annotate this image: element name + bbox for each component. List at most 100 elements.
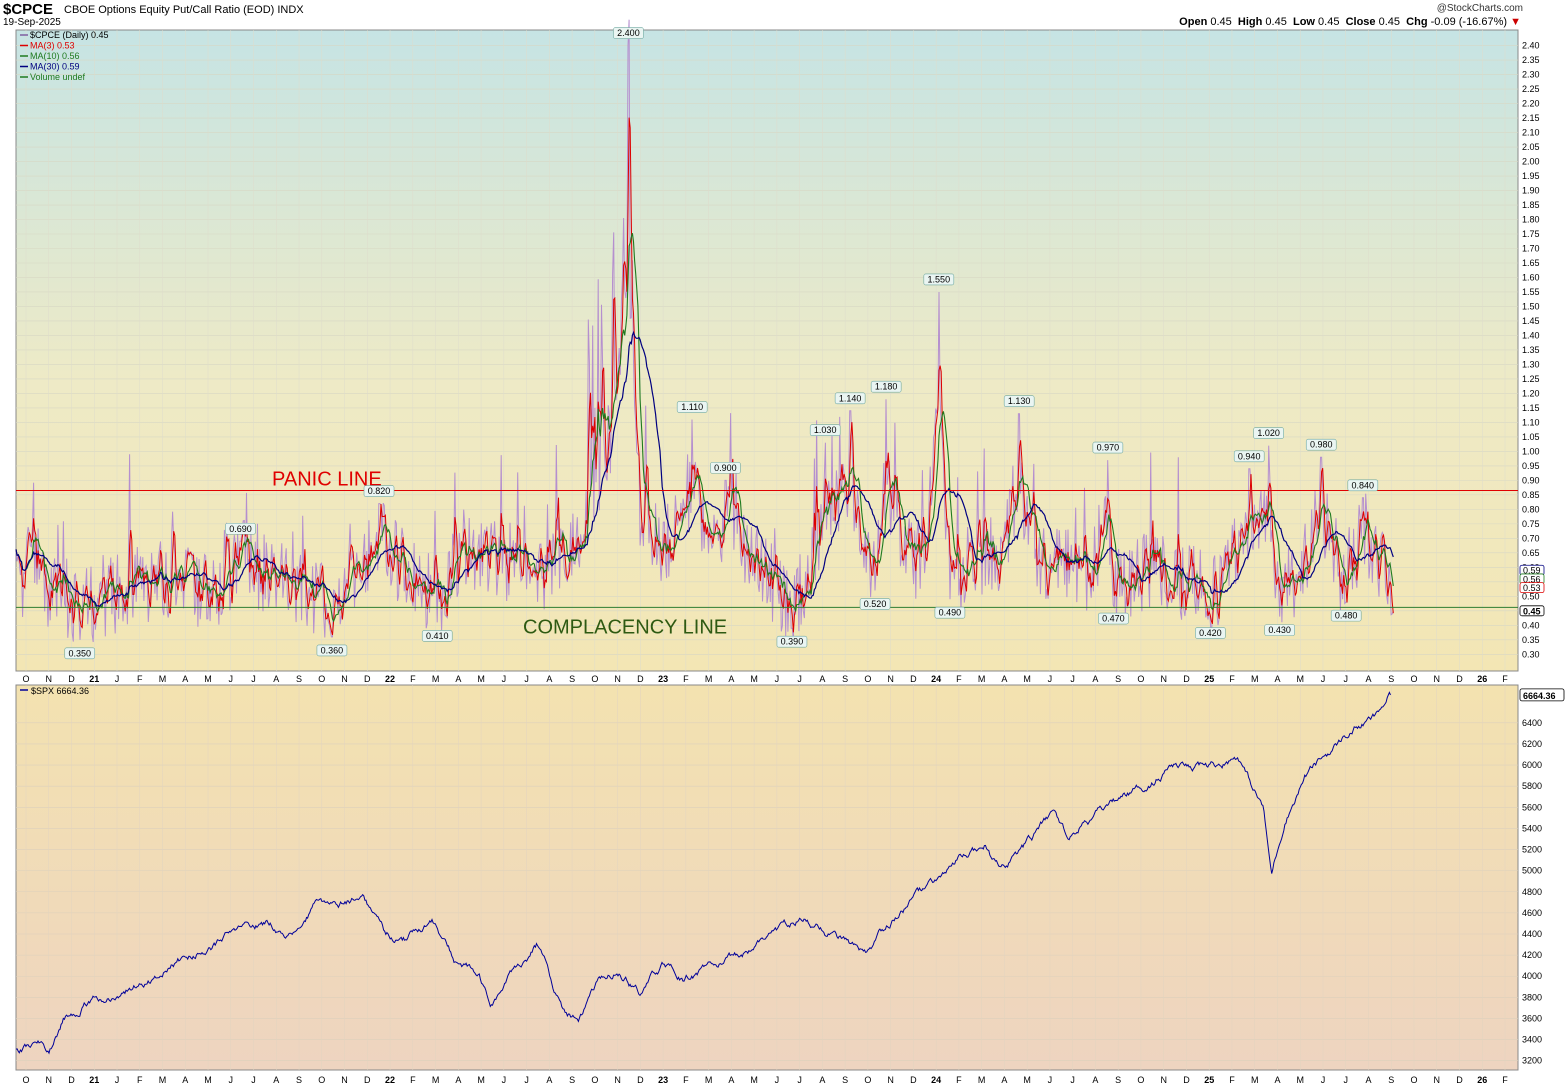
spx-x-tick-label: M xyxy=(1023,1075,1031,1085)
cpce-x-tick-label: D xyxy=(637,674,644,684)
cpce-y-tick-label: 0.95 xyxy=(1522,461,1540,471)
peak-label-box xyxy=(710,462,741,474)
spx-x-tick-label: M xyxy=(1251,1075,1259,1085)
spx-gridlines xyxy=(16,685,1518,1070)
spx-x-tick-label: N xyxy=(46,1075,53,1085)
spx-x-tick-label: F xyxy=(1229,1075,1235,1085)
cpce-x-tick-label: J xyxy=(1321,674,1326,684)
high-label: High xyxy=(1237,16,1263,28)
chg-label: Chg xyxy=(1406,16,1428,28)
peak-label: 0.410 xyxy=(421,630,453,642)
peak-label: 0.940 xyxy=(1233,450,1265,463)
peak-label-text: 0.490 xyxy=(939,608,962,618)
cpce-x-tick-label: A xyxy=(546,674,552,684)
cpce-value-tag xyxy=(1519,582,1545,594)
cpce-x-tick-label: J xyxy=(775,674,780,684)
spx-x-tick-label: M xyxy=(705,1075,713,1085)
peak-label-box xyxy=(834,392,866,405)
cpce-y-tick-label: 2.25 xyxy=(1522,84,1540,94)
peak-label-text: 0.840 xyxy=(1352,480,1375,490)
cpce-x-tick-label: F xyxy=(1229,674,1235,684)
peak-label-text: 1.110 xyxy=(681,402,703,412)
cpce-x-tick-label: 25 xyxy=(1204,674,1214,684)
peak-label: 0.360 xyxy=(316,644,348,657)
close-value: 0.45 xyxy=(1378,16,1401,28)
peak-label-box xyxy=(64,647,96,660)
spx-x-tick-label: A xyxy=(728,1075,734,1085)
spx-x-tick-label: F xyxy=(410,1075,416,1085)
cpce-y-tick-label: 0.65 xyxy=(1522,548,1540,558)
cpce-y-tick-label: 1.20 xyxy=(1522,388,1540,398)
open-value: 0.45 xyxy=(1210,16,1232,28)
spx-x-tick-label: D xyxy=(364,1075,371,1085)
cpce-y-tick-label: 2.15 xyxy=(1522,113,1540,123)
cpce-x-tick-label: J xyxy=(797,674,802,684)
peak-label: 1.550 xyxy=(923,273,955,286)
peak-label-box xyxy=(923,273,955,286)
cpce-x-tick-label: O xyxy=(864,674,871,684)
complacency-line-label: COMPLACENCY LINE xyxy=(523,616,727,638)
spx-x-tick-label: J xyxy=(1321,1075,1326,1085)
peak-label: 0.970 xyxy=(1092,441,1124,454)
peak-label-box xyxy=(934,606,966,619)
spx-x-tick-label: N xyxy=(1160,1075,1167,1085)
peak-label-box xyxy=(776,635,808,648)
peak-label-box xyxy=(1330,609,1362,622)
peak-label-text: 0.350 xyxy=(68,648,91,658)
cpce-x-tick-label: O xyxy=(318,674,325,684)
ohlc-readout: Open 0.45 High 0.45 Low 0.45 Close 0.45 … xyxy=(1179,16,1521,28)
high-value: 0.45 xyxy=(1265,16,1287,28)
cpce-x-tick-label: M xyxy=(978,674,986,684)
spx-x-tick-label: N xyxy=(341,1075,348,1085)
peak-label-text: 0.820 xyxy=(368,486,391,496)
spx-x-tick-label: O xyxy=(1137,1075,1144,1085)
cpce-x-tick-label: J xyxy=(229,674,234,684)
cpce-x-tick-label: A xyxy=(1092,674,1098,684)
peak-label-box xyxy=(1264,624,1295,636)
cpce-x-tick-label: N xyxy=(341,674,348,684)
spx-x-tick-label: D xyxy=(68,1075,75,1085)
peak-label-box xyxy=(1195,627,1226,639)
spx-y-tick-label: 4000 xyxy=(1522,971,1542,981)
spx-x-tick-label: M xyxy=(750,1075,758,1085)
cpce-y-tick-label: 2.05 xyxy=(1522,142,1540,152)
peak-label: 0.980 xyxy=(1305,438,1337,451)
spx-x-tick-label: M xyxy=(1296,1075,1304,1085)
spx-x-tick-label: A xyxy=(546,1075,552,1085)
panic-line-label: PANIC LINE xyxy=(272,469,382,491)
peak-label-box xyxy=(809,424,841,437)
cpce-y-tick-label: 1.80 xyxy=(1522,215,1540,225)
spx-x-tick-label: O xyxy=(591,1075,598,1085)
legend-entry: MA(3) 0.53 xyxy=(30,41,75,51)
spx-plot xyxy=(15,691,1391,1055)
cpce-x-tick-label: N xyxy=(46,674,53,684)
cpce-x-tick-label: M xyxy=(477,674,485,684)
peak-label: 1.180 xyxy=(870,380,902,393)
peak-label-text: 0.480 xyxy=(1335,611,1358,621)
spx-x-tick-label: A xyxy=(1274,1075,1280,1085)
spx-y-tick-label: 3600 xyxy=(1522,1013,1542,1023)
spx-x-tick-label: D xyxy=(1456,1075,1463,1085)
cpce-y-axis: 2.40 2.35 2.30 2.25 2.20 2.15 2.10 2.05 2.00 1.95… xyxy=(1519,41,1545,659)
cpce-y-tick-label: 0.75 xyxy=(1522,519,1540,529)
peak-label: 0.900 xyxy=(710,462,741,474)
spx-y-tick-label: 6200 xyxy=(1522,739,1542,749)
spx-x-tick-label: M xyxy=(432,1075,440,1085)
cpce-y-tick-label: 1.50 xyxy=(1522,301,1540,311)
spx-x-tick-label: A xyxy=(1001,1075,1007,1085)
description-text: CBOE Options Equity Put/Call Ratio (EOD) xyxy=(64,4,275,16)
cpce-x-tick-label: J xyxy=(1048,674,1053,684)
exchange-text: INDX xyxy=(277,4,304,16)
cpce-y-tick-label: 0.90 xyxy=(1522,475,1540,485)
cpce-x-tick-label: N xyxy=(614,674,621,684)
spx-x-tick-label: D xyxy=(637,1075,644,1085)
spx-x-tick-label: S xyxy=(1388,1075,1394,1085)
symbol-title: $CPCE xyxy=(3,1,54,18)
spx-line xyxy=(15,691,1391,1055)
peak-label-box xyxy=(225,522,256,535)
spx-y-tick-label: 5000 xyxy=(1522,866,1542,876)
peak-label-text: 0.410 xyxy=(426,631,449,641)
spx-y-tick-label: 3200 xyxy=(1522,1056,1542,1066)
